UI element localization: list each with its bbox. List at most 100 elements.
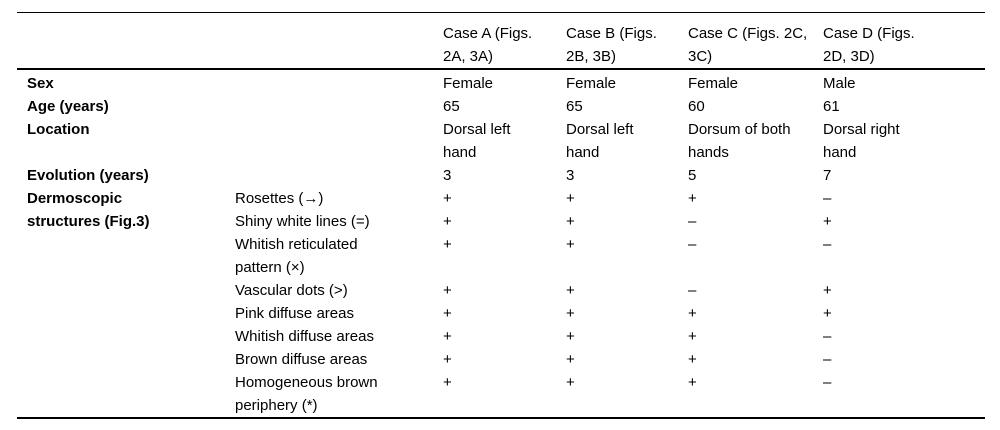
- cell-value: 60: [688, 98, 705, 115]
- sub-label-cell: Homogeneous brown periphery (*): [235, 371, 443, 417]
- cell-value: +: [823, 282, 832, 299]
- value-cell: +: [688, 302, 823, 325]
- sub-label: Shiny white lines (=): [235, 213, 370, 230]
- row-label: Evolution (years): [27, 167, 149, 184]
- table-row: Age (years) 65 65 60 61: [17, 95, 985, 118]
- cell-value: –: [823, 190, 832, 207]
- cell-value: –: [688, 213, 697, 230]
- cell-value: +: [443, 236, 452, 253]
- cell-value: hand: [566, 144, 600, 161]
- value-cell: Male: [823, 72, 985, 95]
- sub-label: Brown diffuse areas: [235, 351, 368, 368]
- value-cell: 3: [443, 164, 566, 187]
- value-cell: +: [443, 348, 566, 371]
- value-cell: –: [823, 348, 985, 371]
- section-label-line: Dermoscopic: [27, 190, 123, 207]
- cell-value: hand: [443, 144, 477, 161]
- value-cell: –: [823, 325, 985, 348]
- dermoscopic-sub-rows: Rosettes (→) + + + – Shiny white lines (=) + + –…: [235, 187, 985, 417]
- section-label-dermoscopic-structures: Dermoscopic structures (Fig.3): [17, 187, 235, 233]
- cell-value: –: [823, 374, 832, 391]
- cell-value: +: [688, 374, 697, 391]
- cell-value: +: [443, 190, 452, 207]
- header-case-d: Case D (Figs. 2D, 3D): [823, 22, 985, 68]
- value-cell: +: [443, 371, 566, 394]
- cell-value: Dorsal right: [823, 121, 900, 138]
- table-sub-row: Pink diffuse areas + + + +: [235, 302, 985, 325]
- value-cell: Female: [566, 72, 688, 95]
- table-sub-row: Rosettes (→) + + + –: [235, 187, 985, 210]
- cell-value: +: [443, 351, 452, 368]
- value-cell: +: [566, 187, 688, 210]
- cell-value: +: [688, 351, 697, 368]
- value-cell: +: [566, 371, 688, 394]
- sub-label: Pink diffuse areas: [235, 305, 354, 322]
- value-cell: 3: [566, 164, 688, 187]
- cell-value: +: [566, 374, 575, 391]
- cell-value: Dorsal left: [443, 121, 511, 138]
- cell-value: +: [566, 328, 575, 345]
- cell-value: hands: [688, 144, 729, 161]
- value-cell: Dorsal left hand: [443, 118, 566, 164]
- table-sub-row: Vascular dots (>) + + – +: [235, 279, 985, 302]
- cell-value: +: [566, 282, 575, 299]
- value-cell: –: [823, 187, 985, 210]
- header-label-line: Case B (Figs.: [566, 25, 657, 42]
- sub-label-cell: Pink diffuse areas: [235, 302, 443, 325]
- table-body: Sex Female Female Female Male Age (years) 65 65…: [17, 70, 985, 417]
- row-label-cell: Evolution (years): [17, 164, 235, 187]
- cell-value: +: [443, 213, 452, 230]
- header-case-b: Case B (Figs. 2B, 3B): [566, 22, 688, 68]
- cell-value: +: [566, 190, 575, 207]
- cell-value: –: [823, 328, 832, 345]
- value-cell: +: [688, 187, 823, 210]
- sub-label: pattern (×): [235, 259, 305, 276]
- value-cell: 61: [823, 95, 985, 118]
- value-cell: Dorsal left hand: [566, 118, 688, 164]
- value-cell: +: [823, 279, 985, 302]
- cell-value: +: [566, 351, 575, 368]
- cell-value: +: [823, 213, 832, 230]
- value-cell: +: [443, 210, 566, 233]
- value-cell: +: [688, 371, 823, 394]
- value-cell: +: [823, 302, 985, 325]
- value-cell: +: [566, 210, 688, 233]
- cell-value: 5: [688, 167, 697, 184]
- header-label-line: 2B, 3B): [566, 48, 617, 65]
- table-header-row: Case A (Figs. 2A, 3A) Case B (Figs. 2B, …: [17, 13, 985, 68]
- table-bottom-rule: [17, 417, 985, 419]
- value-cell: +: [566, 348, 688, 371]
- table-sub-row: Whitish reticulated pattern (×) + + – –: [235, 233, 985, 279]
- sub-label-cell: Vascular dots (>): [235, 279, 443, 302]
- value-cell: +: [566, 233, 688, 256]
- sub-label: periphery (*): [235, 397, 318, 414]
- row-label: Location: [27, 121, 90, 138]
- dermoscopic-section: Dermoscopic structures (Fig.3) Rosettes …: [17, 187, 985, 417]
- value-cell: –: [823, 371, 985, 394]
- cell-value: Female: [566, 75, 617, 92]
- cell-value: 65: [566, 98, 583, 115]
- value-cell: 7: [823, 164, 985, 187]
- table-sub-row: Shiny white lines (=) + + – +: [235, 210, 985, 233]
- sub-label-cell: Rosettes (→): [235, 187, 443, 210]
- value-cell: +: [688, 325, 823, 348]
- value-cell: +: [443, 187, 566, 210]
- value-cell: +: [688, 348, 823, 371]
- value-cell: +: [443, 325, 566, 348]
- sub-label: Vascular dots (>): [235, 282, 348, 299]
- cell-value: +: [688, 305, 697, 322]
- cell-value: –: [823, 236, 832, 253]
- cell-value: +: [443, 328, 452, 345]
- cell-value: 65: [443, 98, 460, 115]
- header-label-line: Case C (Figs. 2C,: [688, 25, 808, 42]
- table-row: Location Dorsal left hand Dorsal left hand Do…: [17, 118, 985, 164]
- cell-value: +: [566, 213, 575, 230]
- value-cell: –: [688, 210, 823, 233]
- header-label-line: 2D, 3D): [823, 48, 875, 65]
- value-cell: Dorsum of both hands: [688, 118, 823, 164]
- row-label-cell: Location: [17, 118, 235, 141]
- cell-value: +: [443, 374, 452, 391]
- header-case-a: Case A (Figs. 2A, 3A): [443, 22, 566, 68]
- cell-value: 61: [823, 98, 840, 115]
- value-cell: Dorsal right hand: [823, 118, 985, 164]
